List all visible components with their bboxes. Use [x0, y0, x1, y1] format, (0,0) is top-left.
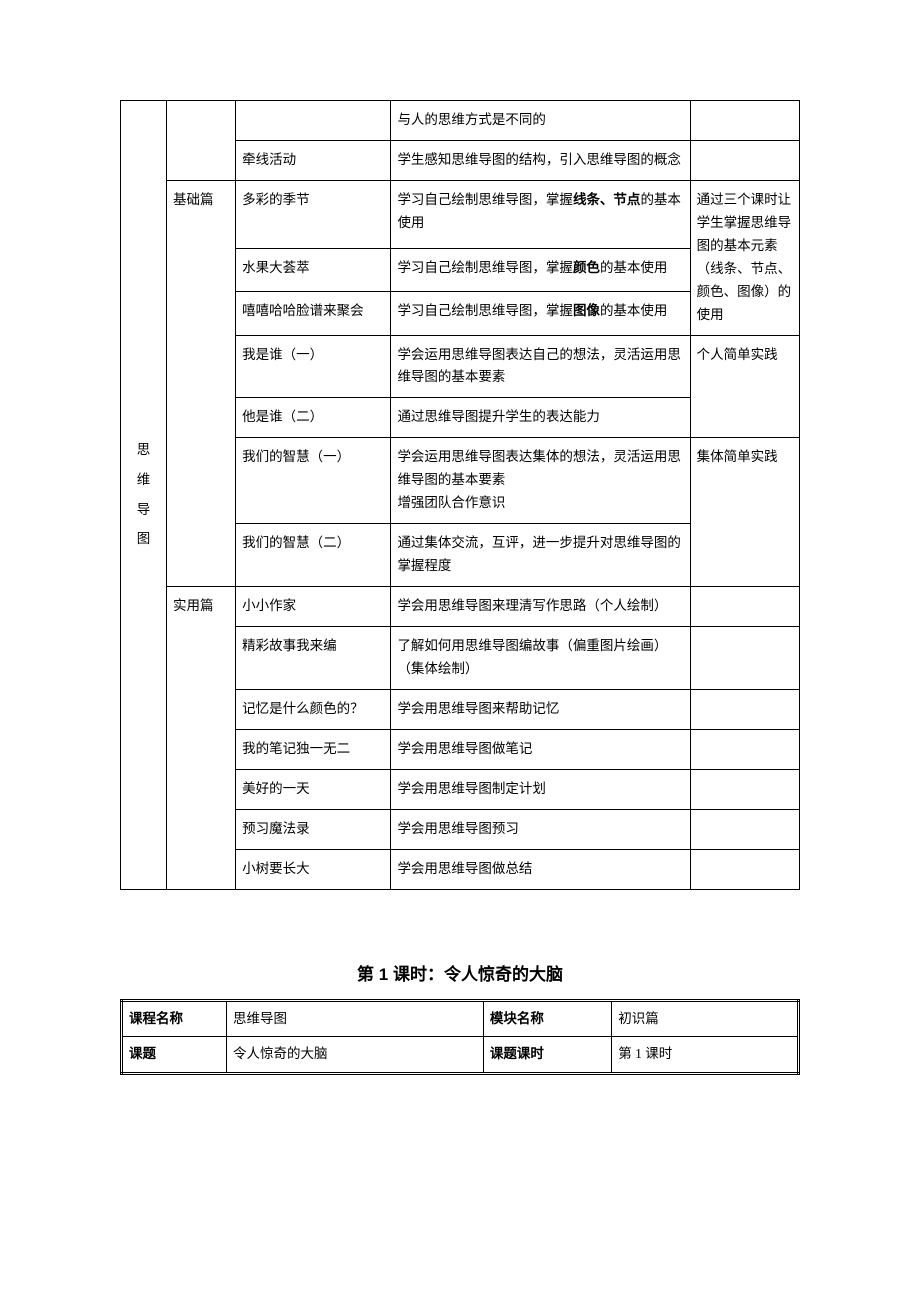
note-cell — [690, 626, 799, 689]
topic-cell: 他是谁（二） — [236, 398, 391, 438]
desc-cell: 通过思维导图提升学生的表达能力 — [391, 398, 690, 438]
note-cell — [690, 689, 799, 729]
syllabus-table: 思 维 导 图 与人的思维方式是不同的 牵线活动 学生感知思维导图的结构，引入思… — [120, 100, 800, 890]
lesson-heading: 第 1 课时：令人惊奇的大脑 — [120, 960, 800, 985]
note-cell: 集体简单实践 — [690, 438, 799, 587]
topic-cell: 小小作家 — [236, 587, 391, 627]
table-row: 课程名称 思维导图 模块名称 初识篇 — [122, 1000, 799, 1037]
group-char: 导 — [137, 495, 151, 525]
topic-cell: 小树要长大 — [236, 849, 391, 889]
desc-cell: 学会用思维导图做笔记 — [391, 729, 690, 769]
table-row: 基础篇 多彩的季节 学习自己绘制思维导图，掌握线条、节点的基本使用 通过三个课时… — [121, 180, 800, 248]
field-label: 模块名称 — [483, 1000, 611, 1037]
topic-cell: 牵线活动 — [236, 140, 391, 180]
desc-post: 的基本使用 — [600, 260, 668, 275]
desc-cell: 学会运用思维导图表达自己的想法，灵活运用思维导图的基本要素 — [391, 335, 690, 398]
desc-cell: 学生感知思维导图的结构，引入思维导图的概念 — [391, 140, 690, 180]
desc-cell: 通过集体交流，互评，进一步提升对思维导图的掌握程度 — [391, 524, 690, 587]
field-label: 课程名称 — [122, 1000, 227, 1037]
desc-bold: 颜色 — [573, 260, 600, 275]
note-cell — [690, 769, 799, 809]
desc-bold: 图像 — [573, 303, 600, 318]
field-value: 思维导图 — [227, 1000, 484, 1037]
field-label: 课题 — [122, 1037, 227, 1074]
topic-cell: 美好的一天 — [236, 769, 391, 809]
note-cell — [690, 587, 799, 627]
topic-cell: 我是谁（一） — [236, 335, 391, 398]
group-char: 维 — [137, 465, 151, 495]
desc-cell: 学会用思维导图来理清写作思路（个人绘制） — [391, 587, 690, 627]
topic-cell: 多彩的季节 — [236, 180, 391, 248]
field-value: 第 1 课时 — [612, 1037, 799, 1074]
field-value: 令人惊奇的大脑 — [227, 1037, 484, 1074]
group-char: 思 — [137, 435, 151, 465]
note-cell — [690, 729, 799, 769]
page: 思 维 导 图 与人的思维方式是不同的 牵线活动 学生感知思维导图的结构，引入思… — [0, 0, 920, 1135]
row-group-label: 思 维 导 图 — [121, 101, 167, 890]
desc-post: 的基本使用 — [600, 303, 668, 318]
lesson-info-table: 课程名称 思维导图 模块名称 初识篇 课题 令人惊奇的大脑 课题课时 第 1 课… — [120, 999, 800, 1076]
desc-cell: 学会用思维导图预习 — [391, 809, 690, 849]
note-cell: 通过三个课时让学生掌握思维导图的基本元素（线条、节点、颜色、图像）的使用 — [690, 180, 799, 335]
group-char: 图 — [137, 524, 151, 554]
table-row: 思 维 导 图 与人的思维方式是不同的 — [121, 101, 800, 141]
topic-cell: 嘻嘻哈哈脸谱来聚会 — [236, 292, 391, 335]
desc-pre: 学习自己绘制思维导图，掌握 — [397, 303, 573, 318]
topic-cell — [236, 101, 391, 141]
note-cell — [690, 849, 799, 889]
desc-cell: 学习自己绘制思维导图，掌握线条、节点的基本使用 — [391, 180, 690, 248]
topic-cell: 记忆是什么颜色的？ — [236, 689, 391, 729]
table-row: 课题 令人惊奇的大脑 课题课时 第 1 课时 — [122, 1037, 799, 1074]
note-cell — [690, 809, 799, 849]
note-cell — [690, 140, 799, 180]
desc-cell: 学会用思维导图做总结 — [391, 849, 690, 889]
section-cell — [167, 101, 236, 181]
topic-cell: 预习魔法录 — [236, 809, 391, 849]
field-value: 初识篇 — [612, 1000, 799, 1037]
desc-cell: 学会运用思维导图表达集体的想法，灵活运用思维导图的基本要素 增强团队合作意识 — [391, 438, 690, 524]
table-row: 实用篇 小小作家 学会用思维导图来理清写作思路（个人绘制） — [121, 587, 800, 627]
note-cell: 个人简单实践 — [690, 335, 799, 438]
desc-bold: 线条、节点 — [573, 192, 641, 207]
desc-cell: 学习自己绘制思维导图，掌握图像的基本使用 — [391, 292, 690, 335]
desc-cell: 与人的思维方式是不同的 — [391, 101, 690, 141]
desc-cell: 学会用思维导图来帮助记忆 — [391, 689, 690, 729]
section-cell: 实用篇 — [167, 587, 236, 890]
field-label: 课题课时 — [483, 1037, 611, 1074]
desc-pre: 学习自己绘制思维导图，掌握 — [397, 192, 573, 207]
topic-cell: 水果大荟萃 — [236, 248, 391, 291]
topic-cell: 我们的智慧（二） — [236, 524, 391, 587]
desc-cell: 学习自己绘制思维导图，掌握颜色的基本使用 — [391, 248, 690, 291]
desc-cell: 了解如何用思维导图编故事（偏重图片绘画）（集体绘制） — [391, 626, 690, 689]
topic-cell: 精彩故事我来编 — [236, 626, 391, 689]
topic-cell: 我的笔记独一无二 — [236, 729, 391, 769]
note-cell — [690, 101, 799, 141]
desc-pre: 学习自己绘制思维导图，掌握 — [397, 260, 573, 275]
desc-cell: 学会用思维导图制定计划 — [391, 769, 690, 809]
topic-cell: 我们的智慧（一） — [236, 438, 391, 524]
section-cell: 基础篇 — [167, 180, 236, 586]
